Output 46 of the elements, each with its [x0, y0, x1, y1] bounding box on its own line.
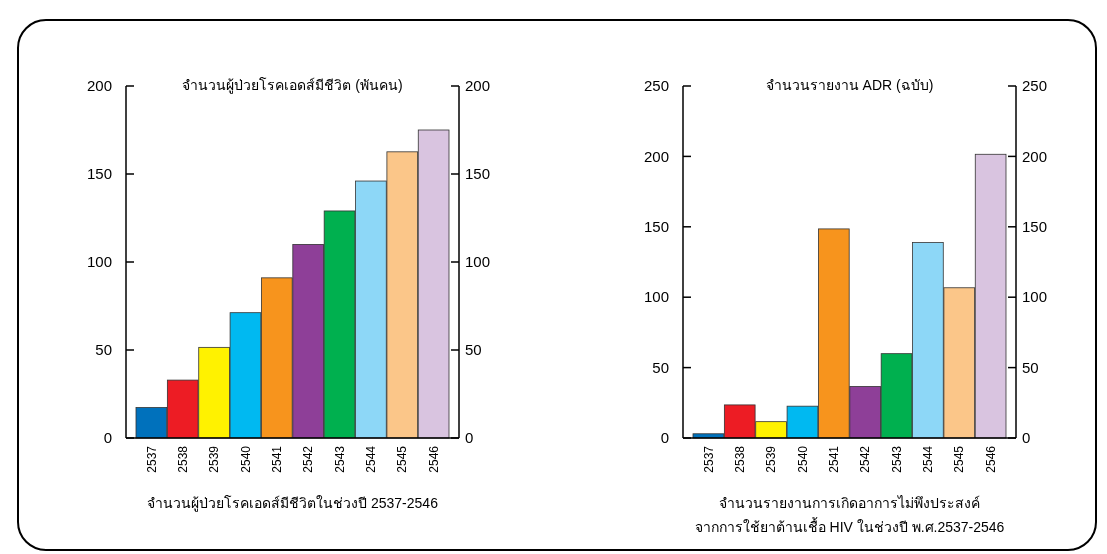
y2-tick-label: 200	[465, 77, 491, 95]
x-tick-label: 2544	[921, 445, 936, 473]
y-tick-label: 150	[86, 165, 112, 183]
y-tick-label: 50	[95, 341, 112, 359]
x-tick-label: 2546	[983, 445, 998, 473]
y2-tick-label: 200	[1022, 147, 1048, 165]
x-tick-label: 2541	[827, 445, 842, 473]
x-axis-title: จำนวนผู้ป่วยโรคเอดส์มีชีวิตในช่วงปี 2537-2546	[147, 495, 439, 512]
y-tick-label: 150	[643, 218, 669, 236]
y-tick-label: 0	[103, 429, 112, 447]
x-tick-label: 2537	[701, 445, 716, 473]
y2-tick-label: 100	[465, 253, 491, 271]
x-tick-label: 2537	[144, 445, 159, 473]
x-tick-label: 2539	[764, 445, 779, 473]
y-tick-label: 100	[643, 288, 669, 306]
x-tick-label: 2540	[238, 445, 253, 473]
y-tick-label: 50	[652, 358, 669, 376]
x-tick-label: 2539	[207, 445, 222, 473]
y-tick-label: 100	[86, 253, 112, 271]
x-tick-label: 2543	[332, 445, 347, 473]
y-tick-label: 0	[660, 429, 669, 447]
y-tick-label: 200	[86, 77, 112, 95]
x-tick-label: 2546	[426, 445, 441, 473]
chart-title: จำนวนรายงาน ADR (ฉบับ)	[765, 77, 934, 93]
y2-tick-label: 250	[1022, 77, 1048, 95]
x-tick-label: 2544	[364, 445, 379, 473]
x-tick-label: 2540	[795, 445, 810, 473]
y-tick-label: 250	[643, 77, 669, 95]
y2-tick-label: 50	[465, 341, 482, 359]
y2-tick-label: 50	[1022, 358, 1039, 376]
y2-tick-label: 0	[465, 429, 474, 447]
x-tick-label: 2538	[732, 445, 747, 473]
y2-tick-label: 150	[465, 165, 491, 183]
x-tick-label: 2545	[395, 445, 410, 473]
x-tick-label: 2541	[270, 445, 285, 473]
x-axis-title: จำนวนรายงานการเกิดอาการไม่พึงประสงค์ จากการใช้ยาต้านเชื้อ HIV ในช่วงปี พ.ศ.2537-2546	[694, 495, 1005, 535]
y-tick-label: 200	[643, 147, 669, 165]
x-tick-label: 2542	[301, 445, 316, 473]
x-tick-label: 2545	[952, 445, 967, 473]
y2-tick-label: 0	[1022, 429, 1031, 447]
y2-tick-label: 100	[1022, 288, 1048, 306]
y2-tick-label: 150	[1022, 218, 1048, 236]
chart-title: จำนวนผู้ป่วยโรคเอดส์มีชีวิต (พันคน)	[182, 77, 403, 94]
x-tick-label: 2543	[889, 445, 904, 473]
x-tick-label: 2538	[175, 445, 190, 473]
x-tick-label: 2542	[858, 445, 873, 473]
